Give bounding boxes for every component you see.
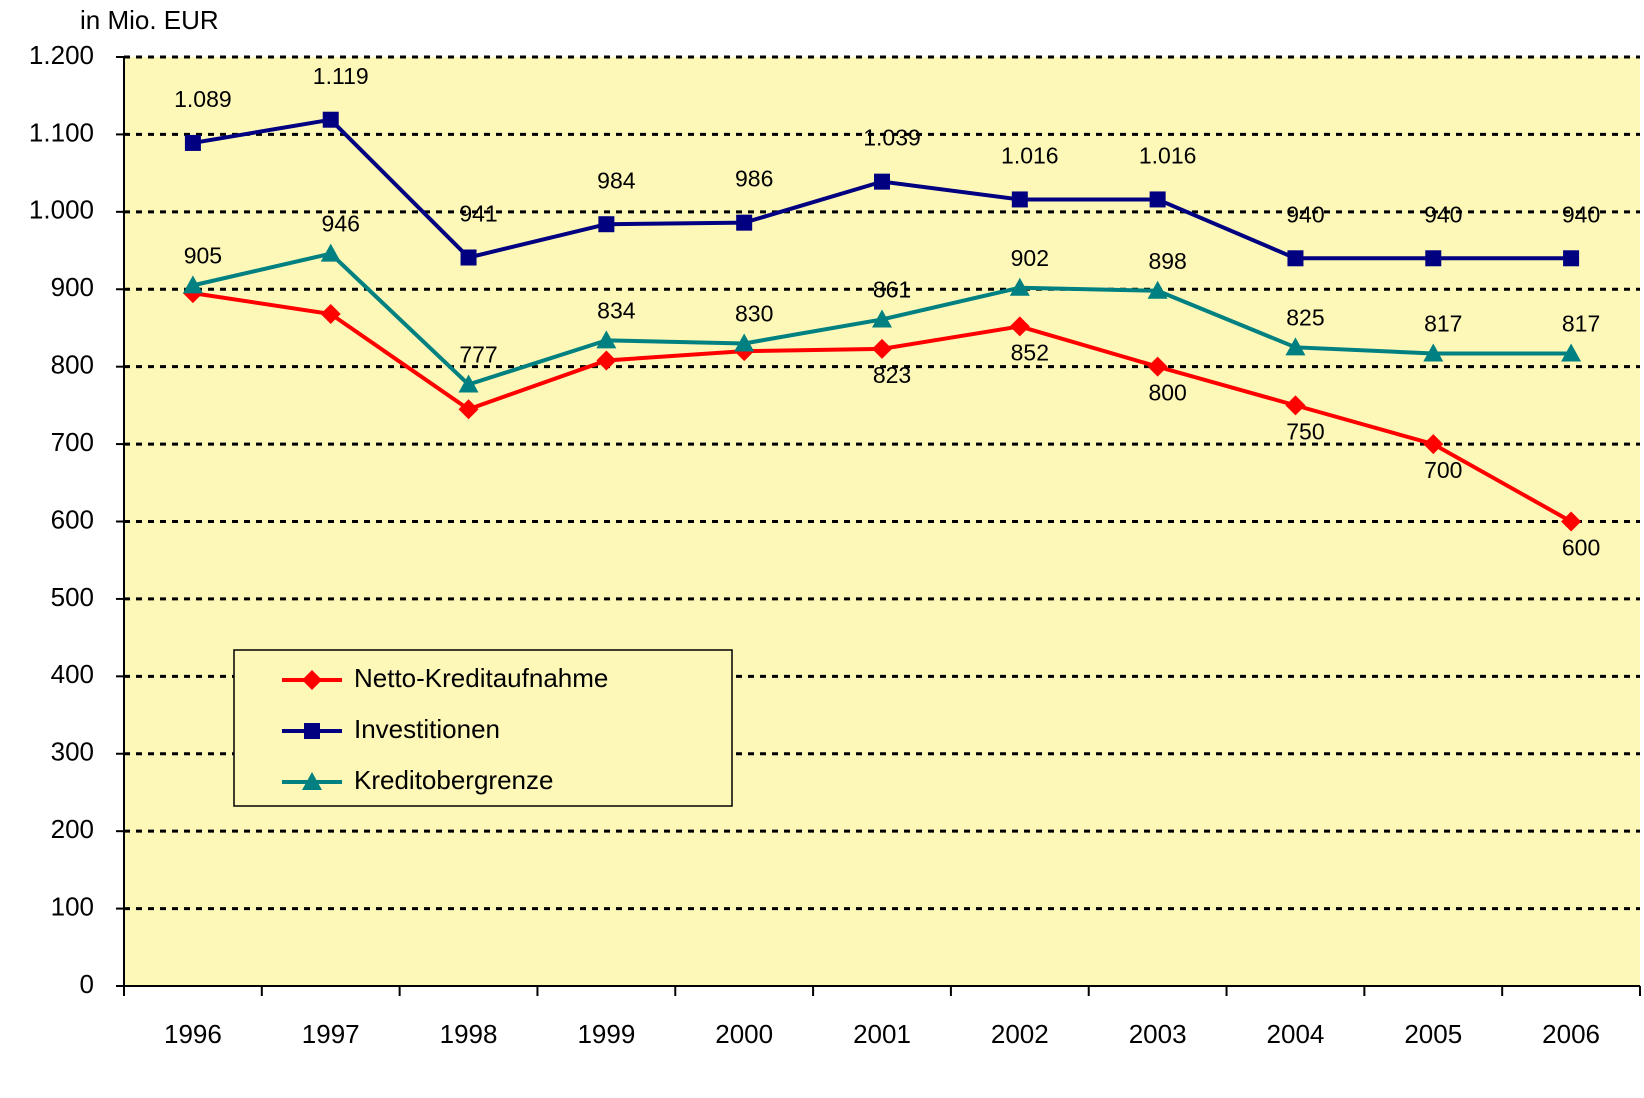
legend-label: Netto-Kreditaufnahme bbox=[354, 663, 608, 693]
x-tick-label: 1998 bbox=[440, 1019, 498, 1049]
data-label: 986 bbox=[735, 166, 773, 192]
marker bbox=[1561, 511, 1582, 532]
y-tick-label: 1.000 bbox=[29, 195, 94, 225]
data-label: 1.016 bbox=[1139, 143, 1197, 169]
data-label: 861 bbox=[873, 277, 911, 303]
marker bbox=[1149, 191, 1166, 208]
data-label: 817 bbox=[1424, 311, 1462, 337]
data-label: 600 bbox=[1562, 535, 1600, 561]
y-tick-label: 700 bbox=[51, 427, 94, 457]
data-label: 817 bbox=[1562, 311, 1600, 337]
marker bbox=[1423, 434, 1444, 455]
marker bbox=[320, 243, 341, 262]
y-tick-label: 0 bbox=[80, 969, 94, 999]
marker bbox=[1147, 356, 1168, 377]
y-tick-label: 200 bbox=[51, 814, 94, 844]
data-label: 941 bbox=[459, 201, 497, 227]
data-label: 1.016 bbox=[1001, 143, 1059, 169]
data-label: 777 bbox=[459, 342, 497, 368]
marker bbox=[1423, 343, 1444, 362]
data-label: 940 bbox=[1562, 201, 1600, 227]
data-label: 1.119 bbox=[313, 63, 369, 89]
marker bbox=[304, 723, 320, 739]
y-tick-label: 800 bbox=[51, 350, 94, 380]
legend-label: Kreditobergrenze bbox=[354, 765, 553, 795]
marker bbox=[736, 214, 753, 231]
axis-unit-title: in Mio. EUR bbox=[80, 5, 219, 35]
data-label: 898 bbox=[1148, 248, 1186, 274]
y-tick-label: 1.200 bbox=[29, 40, 94, 70]
x-tick-label: 2001 bbox=[853, 1019, 911, 1049]
marker bbox=[1285, 395, 1306, 416]
marker bbox=[1009, 316, 1030, 337]
marker bbox=[1285, 337, 1306, 356]
data-label: 834 bbox=[597, 297, 636, 323]
data-label: 750 bbox=[1286, 418, 1324, 444]
marker bbox=[596, 330, 617, 349]
data-label: 940 bbox=[1286, 201, 1324, 227]
marker bbox=[598, 216, 615, 233]
x-tick-label: 2006 bbox=[1542, 1019, 1600, 1049]
marker bbox=[872, 338, 892, 359]
data-label: 700 bbox=[1424, 457, 1462, 483]
marker bbox=[872, 309, 892, 328]
data-label: 1.089 bbox=[174, 86, 232, 112]
data-label: 946 bbox=[322, 211, 360, 237]
marker bbox=[596, 350, 617, 371]
data-label: 984 bbox=[597, 167, 636, 193]
marker bbox=[1287, 250, 1304, 267]
x-tick-label: 2004 bbox=[1267, 1019, 1325, 1049]
x-tick-label: 1999 bbox=[577, 1019, 635, 1049]
marker bbox=[1425, 250, 1442, 267]
legend-label: Investitionen bbox=[354, 714, 500, 744]
marker bbox=[1011, 191, 1028, 208]
y-tick-label: 500 bbox=[51, 582, 94, 612]
marker bbox=[302, 670, 322, 690]
y-tick-label: 600 bbox=[51, 504, 94, 534]
x-tick-label: 2000 bbox=[715, 1019, 773, 1049]
marker bbox=[322, 111, 339, 128]
y-tick-label: 300 bbox=[51, 737, 94, 767]
x-tick-label: 2003 bbox=[1129, 1019, 1187, 1049]
marker bbox=[320, 304, 341, 325]
marker bbox=[458, 399, 479, 420]
marker bbox=[302, 772, 322, 790]
data-label: 823 bbox=[873, 362, 911, 388]
data-label: 905 bbox=[184, 242, 222, 268]
y-tick-label: 1.100 bbox=[29, 117, 94, 147]
data-label: 940 bbox=[1424, 201, 1462, 227]
marker bbox=[182, 275, 203, 294]
y-tick-label: 900 bbox=[51, 272, 94, 302]
x-tick-label: 2005 bbox=[1404, 1019, 1462, 1049]
marker bbox=[874, 173, 890, 190]
y-tick-label: 100 bbox=[51, 891, 94, 921]
marker bbox=[734, 333, 755, 352]
marker bbox=[184, 134, 201, 151]
marker bbox=[460, 249, 477, 266]
data-label: 800 bbox=[1148, 380, 1186, 406]
data-label: 852 bbox=[1011, 339, 1049, 365]
data-label: 1.039 bbox=[863, 125, 921, 151]
marker bbox=[1009, 277, 1030, 296]
marker bbox=[1563, 250, 1580, 267]
x-tick-label: 1997 bbox=[302, 1019, 360, 1049]
data-label: 825 bbox=[1286, 304, 1324, 330]
marker bbox=[458, 374, 479, 393]
x-tick-label: 2002 bbox=[991, 1019, 1049, 1049]
marker bbox=[1147, 280, 1168, 299]
data-label: 902 bbox=[1011, 245, 1049, 271]
marker bbox=[1561, 343, 1582, 362]
data-label: 830 bbox=[735, 301, 773, 327]
x-tick-label: 1996 bbox=[164, 1019, 222, 1049]
y-tick-label: 400 bbox=[51, 659, 94, 689]
